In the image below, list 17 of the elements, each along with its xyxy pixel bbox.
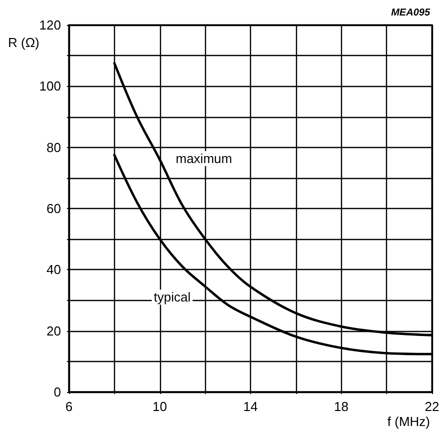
x-tick-label: 22 (424, 399, 440, 414)
y-tick-label: 120 (39, 18, 61, 32)
y-tick-label: 40 (46, 262, 61, 278)
series-label: maximum (176, 151, 232, 166)
x-tick-label: 6 (65, 399, 73, 414)
x-tick-label: 14 (243, 399, 258, 414)
y-tick-label: 20 (46, 323, 61, 338)
x-tick-label: 10 (152, 399, 167, 414)
y-tick-label: 100 (39, 78, 61, 94)
x-tick-label: 18 (334, 399, 348, 414)
y-axis-title: R (Ω) (8, 35, 40, 50)
series-label: typical (154, 290, 191, 305)
text: MEA095 (391, 8, 430, 18)
y-tick-label: 0 (54, 384, 61, 400)
y-tick-label: 80 (46, 140, 61, 155)
y-tick-label: 60 (46, 201, 61, 216)
x-axis-title: f (MHz) (387, 414, 430, 429)
